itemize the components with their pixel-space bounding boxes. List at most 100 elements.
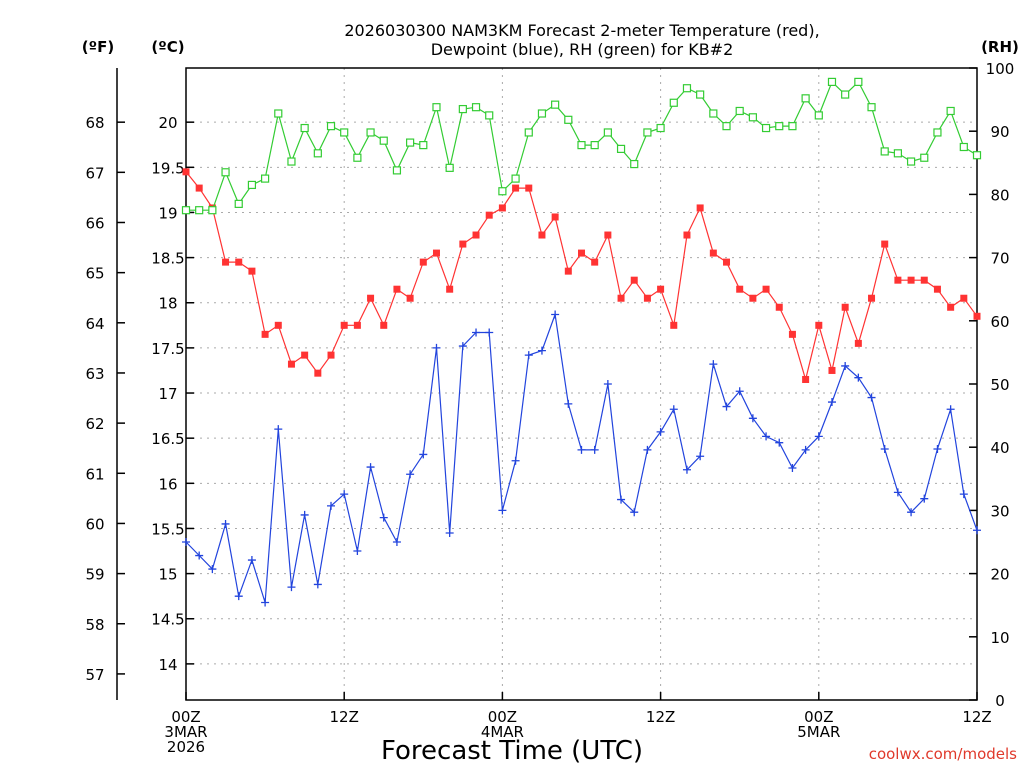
data-point [195, 551, 204, 560]
tick-labels: 14 14.5 15 15.5 16 16.5 17 17.5 18 18.5 19 19.5 20 57… [85, 60, 1014, 756]
data-point [564, 267, 572, 275]
data-point [827, 398, 836, 407]
data-point [868, 294, 876, 302]
data-point [485, 328, 494, 337]
data-point [406, 294, 414, 302]
data-point [657, 285, 665, 293]
data-point [841, 303, 849, 311]
data-point [300, 510, 309, 519]
data-point [274, 109, 283, 118]
data-point [828, 366, 836, 374]
data-point [841, 90, 850, 99]
data-point [511, 456, 520, 465]
data-point [933, 128, 942, 137]
data-point [221, 519, 230, 528]
data-point [630, 159, 639, 169]
data-point [353, 547, 362, 556]
data-point [920, 276, 928, 284]
data-point [512, 184, 520, 192]
data-point [603, 128, 612, 137]
fahrenheit-tick-label: 66 [85, 214, 104, 232]
data-point [247, 180, 257, 190]
x-tick-label: 00Z [804, 708, 833, 726]
data-point [801, 94, 810, 103]
series-2-meter-temperature [182, 168, 981, 383]
x-tick-label: 12Z [646, 708, 675, 726]
data-point [525, 184, 533, 192]
chart-title: 2026030300 NAM3KM Forecast 2-meter Tempe… [344, 21, 819, 59]
data-point [326, 122, 336, 131]
data-point [881, 240, 889, 248]
data-point [920, 494, 929, 503]
data-point [472, 231, 480, 239]
data-point [617, 495, 626, 504]
data-point [340, 128, 349, 137]
data-point [406, 470, 415, 479]
data-point [669, 405, 678, 414]
data-point [630, 276, 638, 284]
data-point [735, 387, 744, 396]
data-point [485, 211, 493, 219]
data-point [406, 138, 415, 147]
data-point [893, 149, 903, 158]
data-point [590, 445, 599, 454]
data-point [748, 414, 757, 423]
data-point [775, 303, 783, 311]
data-point [340, 490, 349, 499]
fahrenheit-tick-label: 63 [85, 365, 104, 383]
data-point [261, 330, 269, 338]
data-point [366, 128, 375, 137]
data-point [748, 113, 757, 122]
series-dewpoint [182, 310, 981, 607]
data-point [458, 104, 467, 114]
data-point [947, 303, 955, 311]
data-point [538, 231, 546, 239]
rh-tick-label: 70 [990, 250, 1009, 268]
data-point [788, 463, 797, 472]
data-point [379, 513, 388, 522]
celsius-unit-label: (ºC) [151, 38, 184, 56]
celsius-tick-label: 14 [158, 656, 177, 674]
fahrenheit-tick-label: 65 [85, 265, 104, 283]
fahrenheit-unit-label: (ºF) [82, 38, 114, 56]
data-point [682, 465, 691, 474]
rh-tick-label: 30 [990, 502, 1009, 520]
data-point [353, 153, 362, 162]
data-point [591, 258, 599, 266]
data-point [893, 488, 902, 497]
axes [116, 67, 978, 701]
data-point [313, 149, 322, 158]
rh-tick-label: 90 [990, 123, 1009, 141]
data-point [353, 321, 361, 329]
data-point [195, 206, 204, 215]
data-point [669, 98, 678, 107]
data-point [498, 187, 507, 196]
data-point [379, 136, 388, 145]
rh-tick-label: 0 [995, 692, 1005, 710]
fahrenheit-tick-label: 62 [85, 415, 104, 433]
data-point [578, 249, 585, 257]
data-point [814, 432, 823, 441]
data-point [960, 294, 968, 302]
data-point [617, 294, 625, 302]
data-point [762, 285, 770, 293]
data-point [367, 294, 375, 302]
x-tick-label: 5MAR [797, 723, 840, 741]
rh-tick-label: 50 [990, 376, 1009, 394]
data-point [854, 373, 863, 382]
data-point [933, 285, 941, 293]
celsius-tick-label: 20 [158, 114, 177, 132]
data-point [524, 128, 533, 137]
celsius-tick-label: 17 [158, 385, 177, 403]
data-point [419, 258, 427, 266]
data-point [234, 592, 243, 601]
data-point [802, 375, 810, 383]
series-rh [181, 77, 982, 215]
rh-unit-label: (RH) [981, 38, 1019, 56]
data-point [287, 157, 296, 166]
data-point [208, 206, 217, 215]
data-point [551, 100, 560, 109]
data-point [498, 506, 507, 515]
data-point [380, 321, 388, 329]
data-point [524, 351, 533, 360]
